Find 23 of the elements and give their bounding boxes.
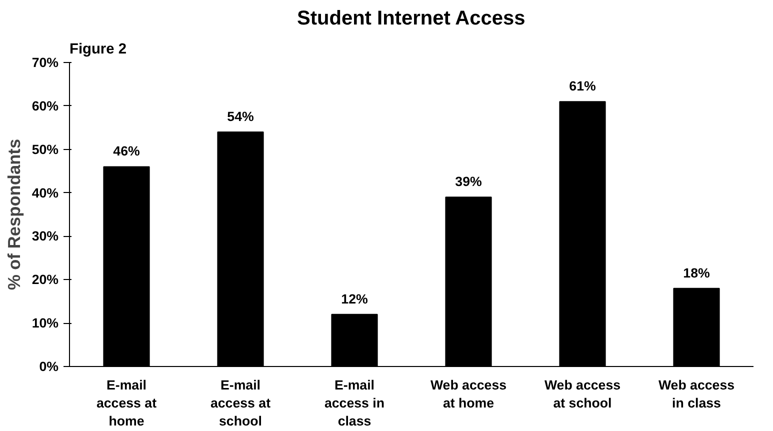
y-tick-label: 70% bbox=[32, 55, 59, 70]
x-tick-label: E-mail access in class bbox=[324, 378, 385, 428]
y-tick-label: 10% bbox=[32, 316, 59, 331]
caption: Figure 2 bbox=[70, 42, 127, 58]
x-tick-label: Web access in class bbox=[658, 378, 735, 410]
y-axis-title: % of Respondants bbox=[4, 138, 24, 290]
data-label: 39% bbox=[455, 174, 482, 190]
y-tick-label: 0% bbox=[39, 359, 59, 374]
chart-title: Student Internet Access bbox=[297, 8, 526, 30]
y-tick-label: 30% bbox=[32, 228, 59, 244]
data-label: 12% bbox=[341, 291, 368, 306]
x-tick-label: E-mail access at home bbox=[96, 378, 158, 428]
data-label: 61% bbox=[569, 78, 596, 94]
x-tick-label: Web access at school bbox=[544, 378, 621, 410]
y-tick-label: 40% bbox=[32, 185, 59, 200]
y-tick-label: 50% bbox=[32, 142, 59, 157]
y-tick-label: 20% bbox=[32, 272, 59, 288]
data-label: 18% bbox=[683, 265, 710, 280]
data-label: 54% bbox=[227, 108, 254, 124]
x-tick-label: E-mail access at school bbox=[210, 378, 272, 428]
y-tick-label: 60% bbox=[32, 98, 59, 114]
data-label: 46% bbox=[113, 144, 140, 159]
x-tick-label: Web access at home bbox=[430, 378, 507, 410]
